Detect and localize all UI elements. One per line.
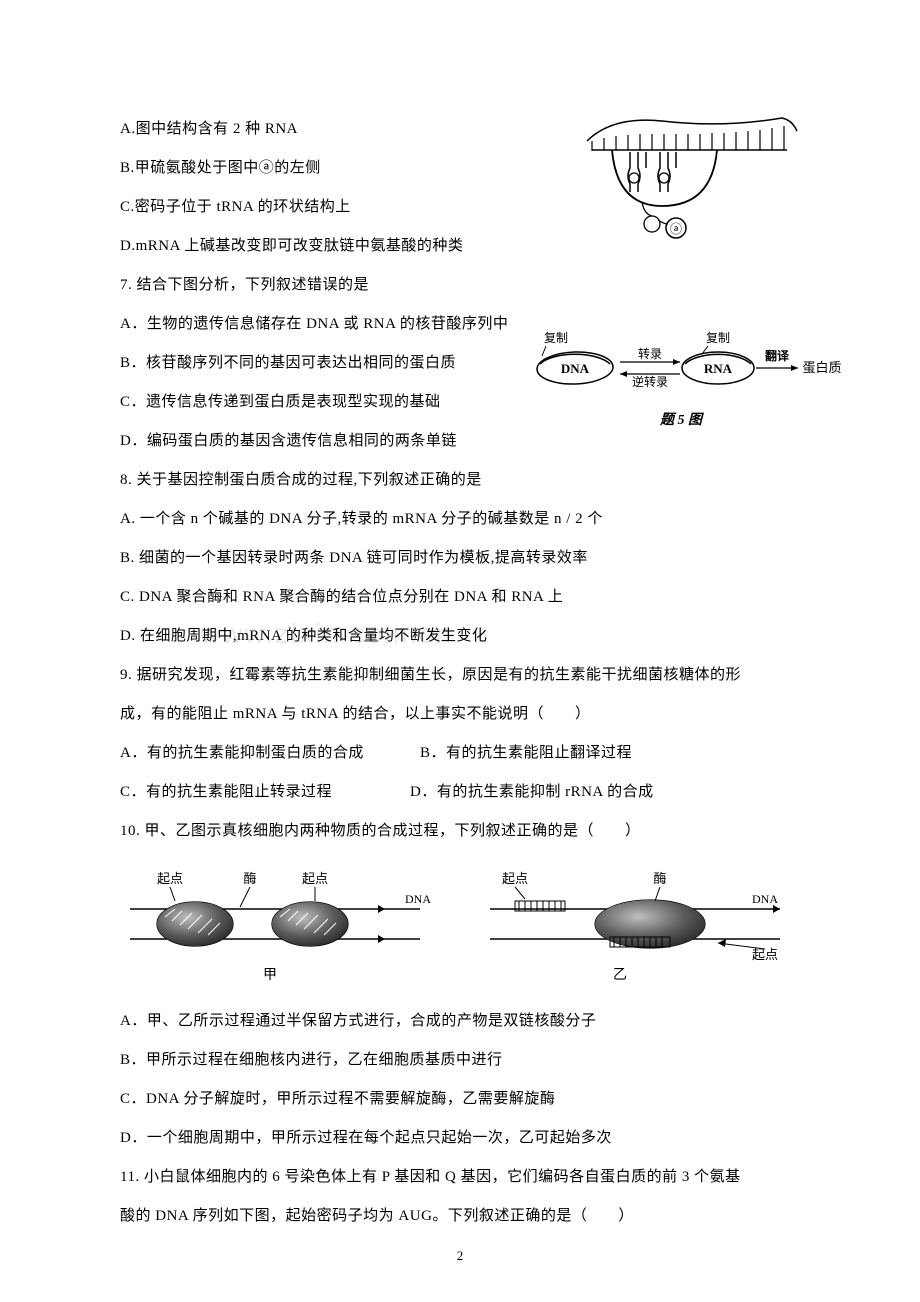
q9-option-b: B．有的抗生素能阻止翻译过程: [420, 734, 720, 773]
svg-text:RNA: RNA: [704, 361, 733, 376]
q11-stem-1: 11. 小白鼠体细胞内的 6 号染色体上有 P 基因和 Q 基因，它们编码各自蛋…: [120, 1158, 800, 1197]
q10-figure: 起点 酶 起点 甲 DNA 起点: [120, 859, 800, 994]
q7-stem: 7. 结合下图分析，下列叙述错误的是: [120, 266, 800, 305]
q10-option-a: A．甲、乙所示过程通过半保留方式进行，合成的产物是双链核酸分子: [120, 1002, 800, 1041]
svg-text:DNA: DNA: [752, 892, 778, 906]
q8-option-b: B. 细菌的一个基因转录时两条 DNA 链可同时作为模板,提高转录效率: [120, 539, 800, 578]
svg-text:复制: 复制: [706, 331, 730, 345]
q10-option-c: C．DNA 分子解旋时，甲所示过程不需要解旋酶，乙需要解旋酶: [120, 1080, 800, 1119]
q9-option-d: D．有的抗生素能抑制 rRNA 的合成: [410, 773, 730, 812]
q8-option-d: D. 在细胞周期中,mRNA 的种类和含量均不断发生变化: [120, 617, 800, 656]
q9-option-a: A．有的抗生素能抑制蛋白质的合成: [120, 734, 420, 773]
q7-figure-caption: 题 5 图: [520, 409, 842, 429]
svg-text:逆转录: 逆转录: [632, 374, 668, 389]
svg-text:甲: 甲: [263, 968, 277, 983]
q10-stem: 10. 甲、乙图示真核细胞内两种物质的合成过程，下列叙述正确的是（ ）: [120, 812, 800, 851]
svg-text:翻译: 翻译: [765, 348, 790, 363]
svg-text:起点: 起点: [302, 871, 328, 886]
svg-text:蛋白质: 蛋白质: [802, 360, 841, 375]
q8-option-a: A. 一个含 n 个碱基的 DNA 分子,转录的 mRNA 分子的碱基数是 n …: [120, 500, 800, 539]
q10-option-d: D．一个细胞周期中，甲所示过程在每个起点只起始一次，乙可起始多次: [120, 1119, 800, 1158]
svg-text:起点: 起点: [157, 871, 183, 886]
svg-text:ⓐ: ⓐ: [670, 222, 682, 236]
svg-text:酶: 酶: [653, 871, 666, 886]
q9-stem-2: 成，有的能阻止 mRNA 与 tRNA 的结合，以上事实不能说明（ ）: [120, 695, 800, 734]
q9-stem-1: 9. 据研究发现，红霉素等抗生素能抑制细菌生长，原因是有的抗生素能干扰细菌核糖体…: [120, 656, 800, 695]
q9-options-row1: A．有的抗生素能抑制蛋白质的合成B．有的抗生素能阻止翻译过程: [120, 734, 800, 773]
svg-text:起点: 起点: [502, 871, 528, 886]
svg-text:起点: 起点: [752, 947, 778, 962]
q7-figure: DNA 复制 转录 逆转录 RNA 复制 翻译 蛋白质 题 5 图: [520, 328, 842, 428]
svg-text:酶: 酶: [243, 871, 256, 886]
svg-text:转录: 转录: [638, 346, 662, 361]
q6-figure: ⓐ: [582, 106, 802, 246]
svg-text:DNA: DNA: [405, 892, 431, 906]
q8-option-c: C. DNA 聚合酶和 RNA 聚合酶的结合位点分别在 DNA 和 RNA 上: [120, 578, 800, 617]
q9-options-row2: C．有的抗生素能阻止转录过程D．有的抗生素能抑制 rRNA 的合成: [120, 773, 800, 812]
svg-text:DNA: DNA: [561, 361, 590, 376]
q9-option-c: C．有的抗生素能阻止转录过程: [120, 773, 410, 812]
q11-stem-2: 酸的 DNA 序列如下图，起始密码子均为 AUG。下列叙述正确的是（ ）: [120, 1197, 800, 1236]
svg-text:复制: 复制: [544, 331, 568, 345]
q8-stem: 8. 关于基因控制蛋白质合成的过程,下列叙述正确的是: [120, 461, 800, 500]
svg-text:乙: 乙: [613, 967, 627, 983]
page-number: 2: [457, 1248, 464, 1264]
q10-option-b: B．甲所示过程在细胞核内进行，乙在细胞质基质中进行: [120, 1041, 800, 1080]
